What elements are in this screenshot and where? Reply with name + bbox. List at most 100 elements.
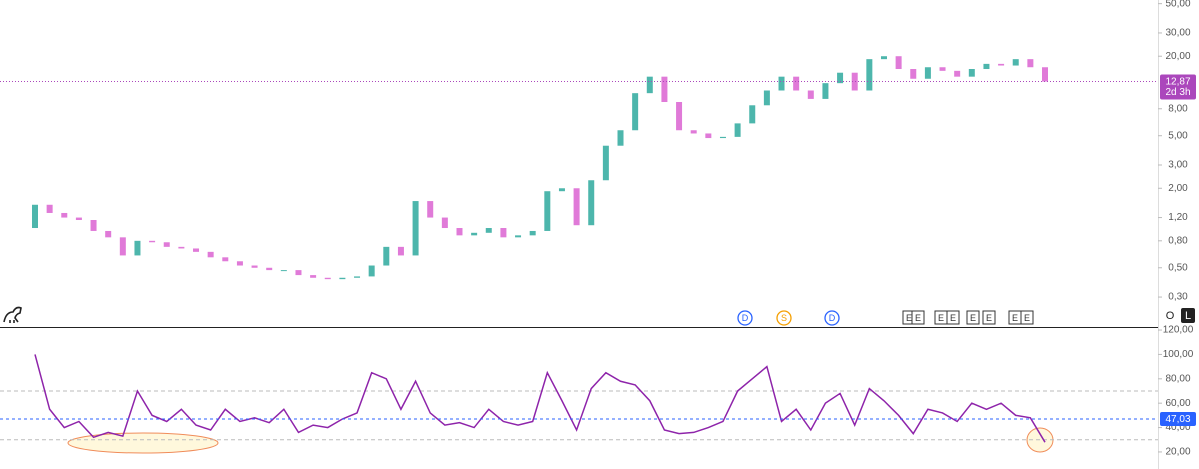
y-tick-label: 80,00 — [1165, 373, 1190, 384]
candle — [529, 230, 536, 236]
candle — [602, 145, 609, 181]
candle — [383, 246, 390, 266]
event-label: E — [915, 313, 921, 323]
candle — [544, 191, 551, 231]
y-tick-label: 8,00 — [1168, 103, 1188, 114]
candle — [1042, 67, 1048, 82]
y-tick-label: 60,00 — [1165, 398, 1190, 409]
candle — [90, 220, 97, 231]
y-tick-label: 0,80 — [1168, 235, 1188, 246]
event-badge — [737, 310, 753, 326]
last-price-box — [1160, 74, 1196, 100]
event-label: E — [938, 313, 944, 323]
candle — [310, 275, 317, 278]
candle — [427, 201, 434, 218]
event-label: D — [742, 313, 749, 323]
y-tick-label: 0,30 — [1168, 292, 1188, 303]
candle — [983, 63, 990, 70]
last-price-label: 12,87 — [1165, 77, 1190, 88]
candle — [295, 270, 302, 276]
scale-button-label: O — [1166, 310, 1175, 322]
event-label: S — [781, 313, 787, 323]
event-badge — [824, 310, 840, 326]
candle — [280, 270, 287, 272]
event-label: E — [1012, 313, 1018, 323]
candle — [251, 265, 258, 268]
y-tick-label: 20,00 — [1165, 447, 1190, 458]
candle — [954, 70, 961, 77]
candle — [324, 277, 331, 280]
candle — [778, 76, 785, 91]
candle — [588, 180, 595, 226]
candle — [149, 240, 156, 243]
candle — [617, 130, 624, 146]
candle — [705, 133, 712, 139]
candle — [515, 235, 522, 238]
candle — [61, 212, 68, 218]
candle — [998, 63, 1005, 66]
logo — [3, 306, 22, 323]
candle — [661, 76, 668, 103]
y-tick-label: 5,00 — [1168, 130, 1188, 141]
candle — [412, 201, 419, 256]
candle — [895, 56, 902, 70]
event-label: E — [950, 313, 956, 323]
event-label: E — [970, 313, 976, 323]
event-badge — [1020, 310, 1034, 325]
event-badge — [911, 310, 925, 325]
y-tick-label: 50,00 — [1165, 0, 1190, 9]
candle — [734, 123, 741, 137]
last-value-box — [1160, 411, 1196, 426]
candle — [939, 67, 946, 71]
candle — [471, 232, 478, 236]
candle — [822, 83, 829, 99]
candle — [266, 267, 273, 271]
candle — [646, 76, 653, 94]
y-tick-label: 120,00 — [1163, 325, 1194, 336]
candle — [163, 242, 170, 247]
candle — [397, 246, 404, 256]
candle — [793, 76, 800, 91]
y-tick-label: 2,00 — [1168, 183, 1188, 194]
candle — [924, 67, 931, 79]
candle — [134, 240, 141, 256]
scale-button — [1181, 308, 1195, 323]
candle — [178, 246, 185, 249]
candle — [866, 59, 873, 91]
candle — [193, 248, 200, 252]
candle — [558, 188, 565, 192]
event-label: E — [906, 313, 912, 323]
y-tick-label: 3,00 — [1168, 160, 1188, 171]
candle — [1012, 59, 1019, 66]
candle — [119, 237, 126, 256]
candle — [880, 56, 887, 60]
candle — [851, 72, 858, 91]
candle — [632, 93, 639, 131]
candle — [749, 105, 756, 124]
candle — [354, 276, 361, 278]
y-tick-label: 100,00 — [1163, 349, 1194, 360]
candle — [32, 204, 38, 229]
last-value-label: 47,03 — [1165, 414, 1190, 425]
candle — [46, 204, 53, 213]
candle — [910, 69, 917, 79]
candle — [222, 257, 229, 262]
candle — [763, 90, 770, 106]
candle — [837, 72, 844, 84]
scale-button-label: L — [1185, 310, 1191, 322]
candle — [441, 217, 448, 229]
candle — [105, 230, 112, 238]
annotation-ellipse — [67, 432, 219, 454]
candle — [676, 102, 683, 131]
candle — [236, 261, 243, 266]
candle — [368, 265, 375, 277]
candle — [1027, 59, 1034, 68]
event-badge — [776, 310, 792, 326]
y-tick-label: 30,00 — [1165, 28, 1190, 39]
candle — [207, 251, 214, 258]
event-label: E — [986, 313, 992, 323]
event-badge — [982, 310, 996, 325]
candle — [573, 188, 580, 226]
rsi-line — [34, 354, 1046, 443]
